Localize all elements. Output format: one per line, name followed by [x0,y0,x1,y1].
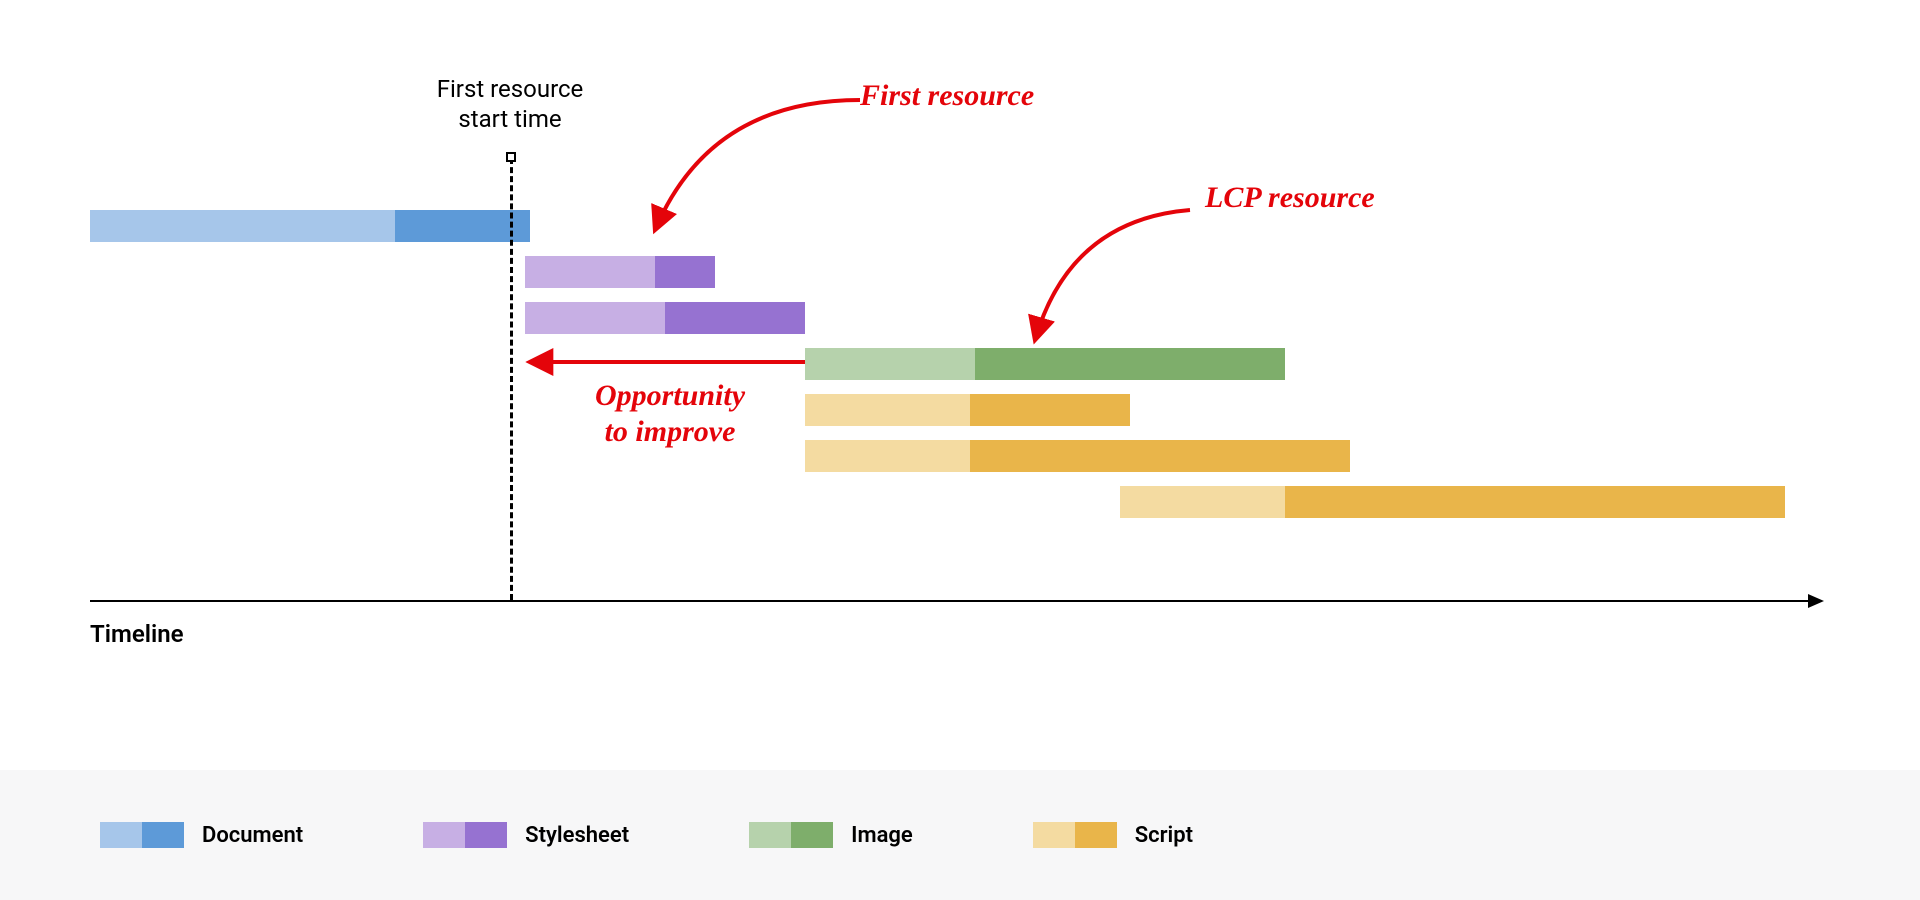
legend-label: Script [1135,823,1193,848]
resource-bar-script [805,394,1130,426]
first-resource-start-label: First resource start time [400,74,620,134]
annotation-first-resource: First resource [860,78,1034,114]
first-resource-start-label-line1: First resource [437,75,584,103]
legend: Document Stylesheet Image Script [0,770,1920,900]
legend-swatch [749,822,833,848]
timeline-axis [90,600,1810,602]
timeline-axis-label: Timeline [90,620,184,648]
legend-label: Stylesheet [525,823,629,848]
legend-item: Image [749,822,913,848]
legend-label: Document [202,823,303,848]
legend-item: Script [1033,822,1193,848]
legend-label: Image [851,823,913,848]
resource-bar-script [805,440,1350,472]
resource-bar-script [1120,486,1785,518]
annotation-lcp-resource: LCP resource [1205,180,1375,216]
resource-bar-stylesheet [525,302,805,334]
first-resource-start-marker [506,152,516,162]
legend-swatch [423,822,507,848]
resource-bar-image [805,348,1285,380]
annotation-opportunity: Opportunity to improve [560,378,780,450]
resource-bar-stylesheet [525,256,715,288]
legend-item: Document [100,822,303,848]
first-resource-start-line [510,158,513,600]
first-resource-start-label-line2: start time [458,105,561,133]
legend-swatch [1033,822,1117,848]
timeline-axis-arrowhead [1808,594,1824,608]
resource-bar-document [90,210,530,242]
waterfall-chart: First resource start time First resource… [90,60,1830,690]
legend-swatch [100,822,184,848]
legend-item: Stylesheet [423,822,629,848]
